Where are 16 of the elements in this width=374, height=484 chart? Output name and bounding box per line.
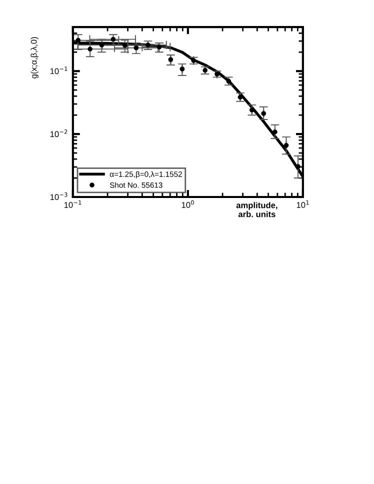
point bbox=[110, 36, 116, 42]
x-axis-title: amplitude, arb. units bbox=[236, 202, 278, 218]
point bbox=[122, 42, 128, 48]
point bbox=[156, 44, 162, 50]
point bbox=[134, 45, 139, 50]
y-axis-title: g(x;α,β,λ,0) bbox=[30, 37, 38, 78]
point bbox=[146, 42, 150, 48]
point bbox=[88, 46, 93, 52]
y-tick-label: 10$^{−2}$ bbox=[50, 129, 68, 138]
x-tick-label: 10$^{1}$ bbox=[296, 200, 309, 208]
y-tick-label: 10$^{−1}$ bbox=[50, 66, 68, 74]
x-tick-label: 10$^{0}$ bbox=[182, 200, 194, 208]
y-tick-label: 10$^{−3}$ bbox=[50, 192, 68, 200]
point bbox=[76, 38, 81, 43]
x-tick-label: 10$^{−1}$ bbox=[64, 200, 82, 208]
point bbox=[99, 42, 104, 48]
